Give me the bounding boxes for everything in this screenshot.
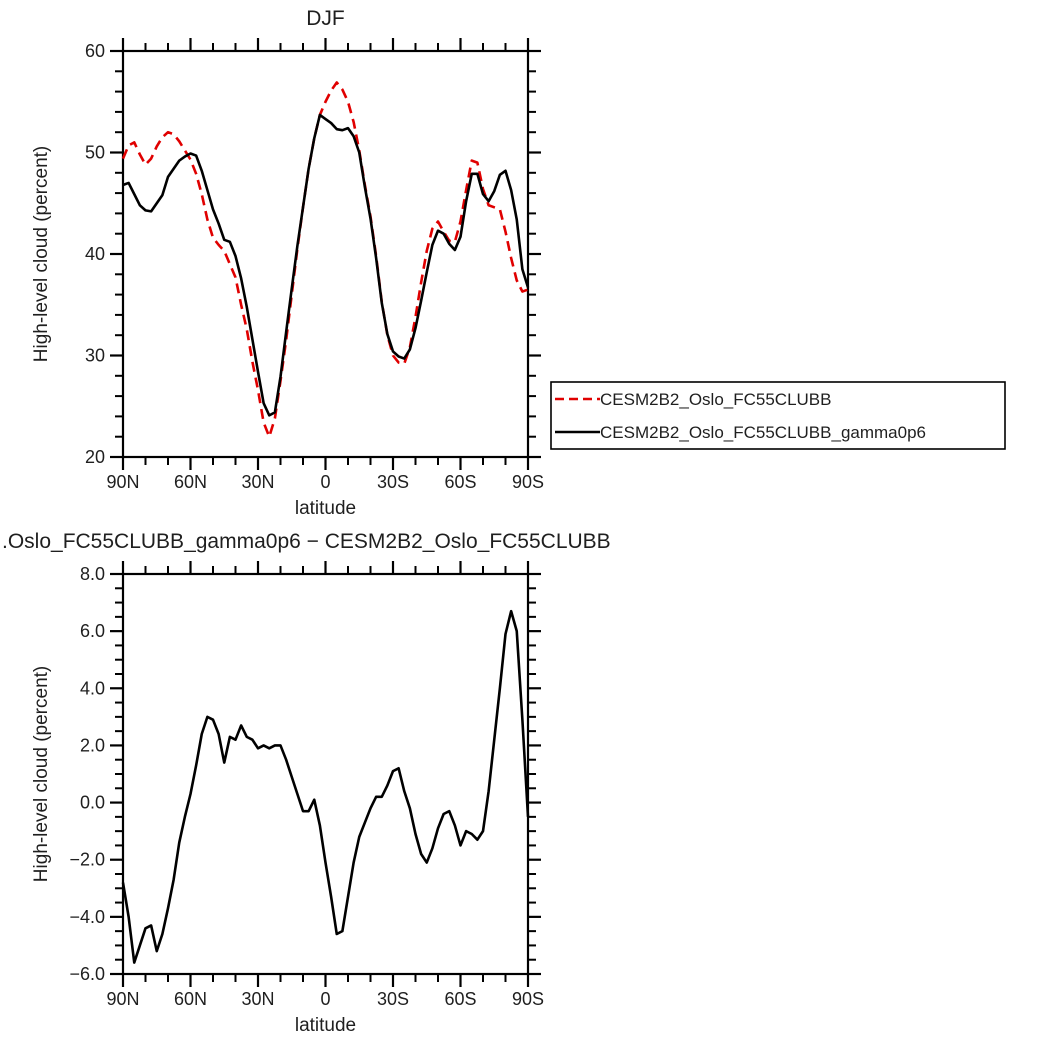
x-tick-label: 60S xyxy=(444,989,476,1009)
plot-frame xyxy=(121,49,530,459)
y-axis-label: High-level cloud (percent) xyxy=(31,666,52,883)
y-tick-label: 0.0 xyxy=(80,793,105,813)
x-tick-label: 30N xyxy=(241,989,274,1009)
x-tick-label: 90S xyxy=(512,472,544,492)
y-tick-label: 6.0 xyxy=(80,621,105,641)
x-axis-label: latitude xyxy=(295,498,356,519)
x-tick-label: 90S xyxy=(512,989,544,1009)
x-tick-label: 30N xyxy=(241,472,274,492)
plot-title: DJF xyxy=(306,7,345,30)
plot-0: 90N 60N 30N 0 30S 60S 90S 20 30 40 50 60 DJF latitude… xyxy=(31,7,544,519)
y-tick-label: 20 xyxy=(85,447,105,467)
x-tick-label: 90N xyxy=(106,472,139,492)
legend: CESM2B2_Oslo_FC55CLUBB CESM2B2_Oslo_FC55C… xyxy=(550,381,1006,450)
x-tick-label: 60N xyxy=(174,989,207,1009)
y-tick-label: −6.0 xyxy=(69,964,105,984)
x-tick-label: 60N xyxy=(174,472,207,492)
y-tick-label: −4.0 xyxy=(69,907,105,927)
x-tick-label: 30S xyxy=(377,472,409,492)
plot-title: .Oslo_FC55CLUBB_gamma0p6 − CESM2B2_Oslo_… xyxy=(2,530,611,553)
series-curve-CESM2B2_Oslo_FC55CLUBB xyxy=(121,81,529,438)
y-tick-label: 60 xyxy=(85,41,105,61)
y-tick-label: 2.0 xyxy=(80,735,105,755)
plot-frame xyxy=(121,572,530,976)
legend-entry-label: CESM2B2_Oslo_FC55CLUBB_gamma0p6 xyxy=(600,423,926,442)
x-tick-label: 90N xyxy=(106,989,139,1009)
y-tick-label: 50 xyxy=(85,143,105,163)
y-tick-label: 30 xyxy=(85,346,105,366)
series-curve-CESM2B2_Oslo_FC55CLUBB_gamma0p6 xyxy=(122,113,530,417)
y-tick-label: 40 xyxy=(85,244,105,264)
y-tick-label: −2.0 xyxy=(69,850,105,870)
x-tick-label: 30S xyxy=(377,989,409,1009)
y-tick-label: 8.0 xyxy=(80,564,105,584)
x-tick-label: 0 xyxy=(320,472,330,492)
y-axis-label: High-level cloud (percent) xyxy=(31,146,52,363)
x-axis-label: latitude xyxy=(295,1015,356,1036)
legend-box xyxy=(550,381,1006,450)
series-curve-difference xyxy=(121,609,530,964)
y-tick-label: 4.0 xyxy=(80,678,105,698)
x-tick-label: 0 xyxy=(320,989,330,1009)
legend-entry-label: CESM2B2_Oslo_FC55CLUBB xyxy=(600,390,831,409)
x-tick-label: 60S xyxy=(444,472,476,492)
plot-1: 90N 60N 30N 0 30S 60S 90S 8.0 6.0 4.0 2.0 0.0 −2.0 −4… xyxy=(2,530,611,1036)
